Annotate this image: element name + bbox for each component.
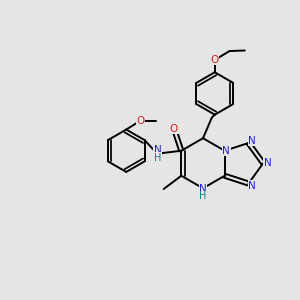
Text: N: N <box>199 184 207 194</box>
Text: N: N <box>248 136 256 146</box>
FancyBboxPatch shape <box>136 118 145 124</box>
Text: N: N <box>154 145 162 155</box>
FancyBboxPatch shape <box>154 148 162 155</box>
Text: N: N <box>264 158 272 168</box>
Text: O: O <box>136 116 145 126</box>
Text: N: N <box>248 181 256 191</box>
Text: H: H <box>199 191 207 201</box>
FancyBboxPatch shape <box>211 57 219 63</box>
FancyBboxPatch shape <box>263 160 272 166</box>
FancyBboxPatch shape <box>248 137 256 144</box>
Text: O: O <box>170 124 178 134</box>
FancyBboxPatch shape <box>199 190 207 196</box>
Text: H: H <box>154 152 161 163</box>
Text: methoxy: methoxy <box>152 117 176 122</box>
Text: N: N <box>222 146 230 156</box>
FancyBboxPatch shape <box>170 125 178 132</box>
FancyBboxPatch shape <box>248 183 256 189</box>
FancyBboxPatch shape <box>222 148 230 154</box>
Text: O: O <box>211 55 219 65</box>
